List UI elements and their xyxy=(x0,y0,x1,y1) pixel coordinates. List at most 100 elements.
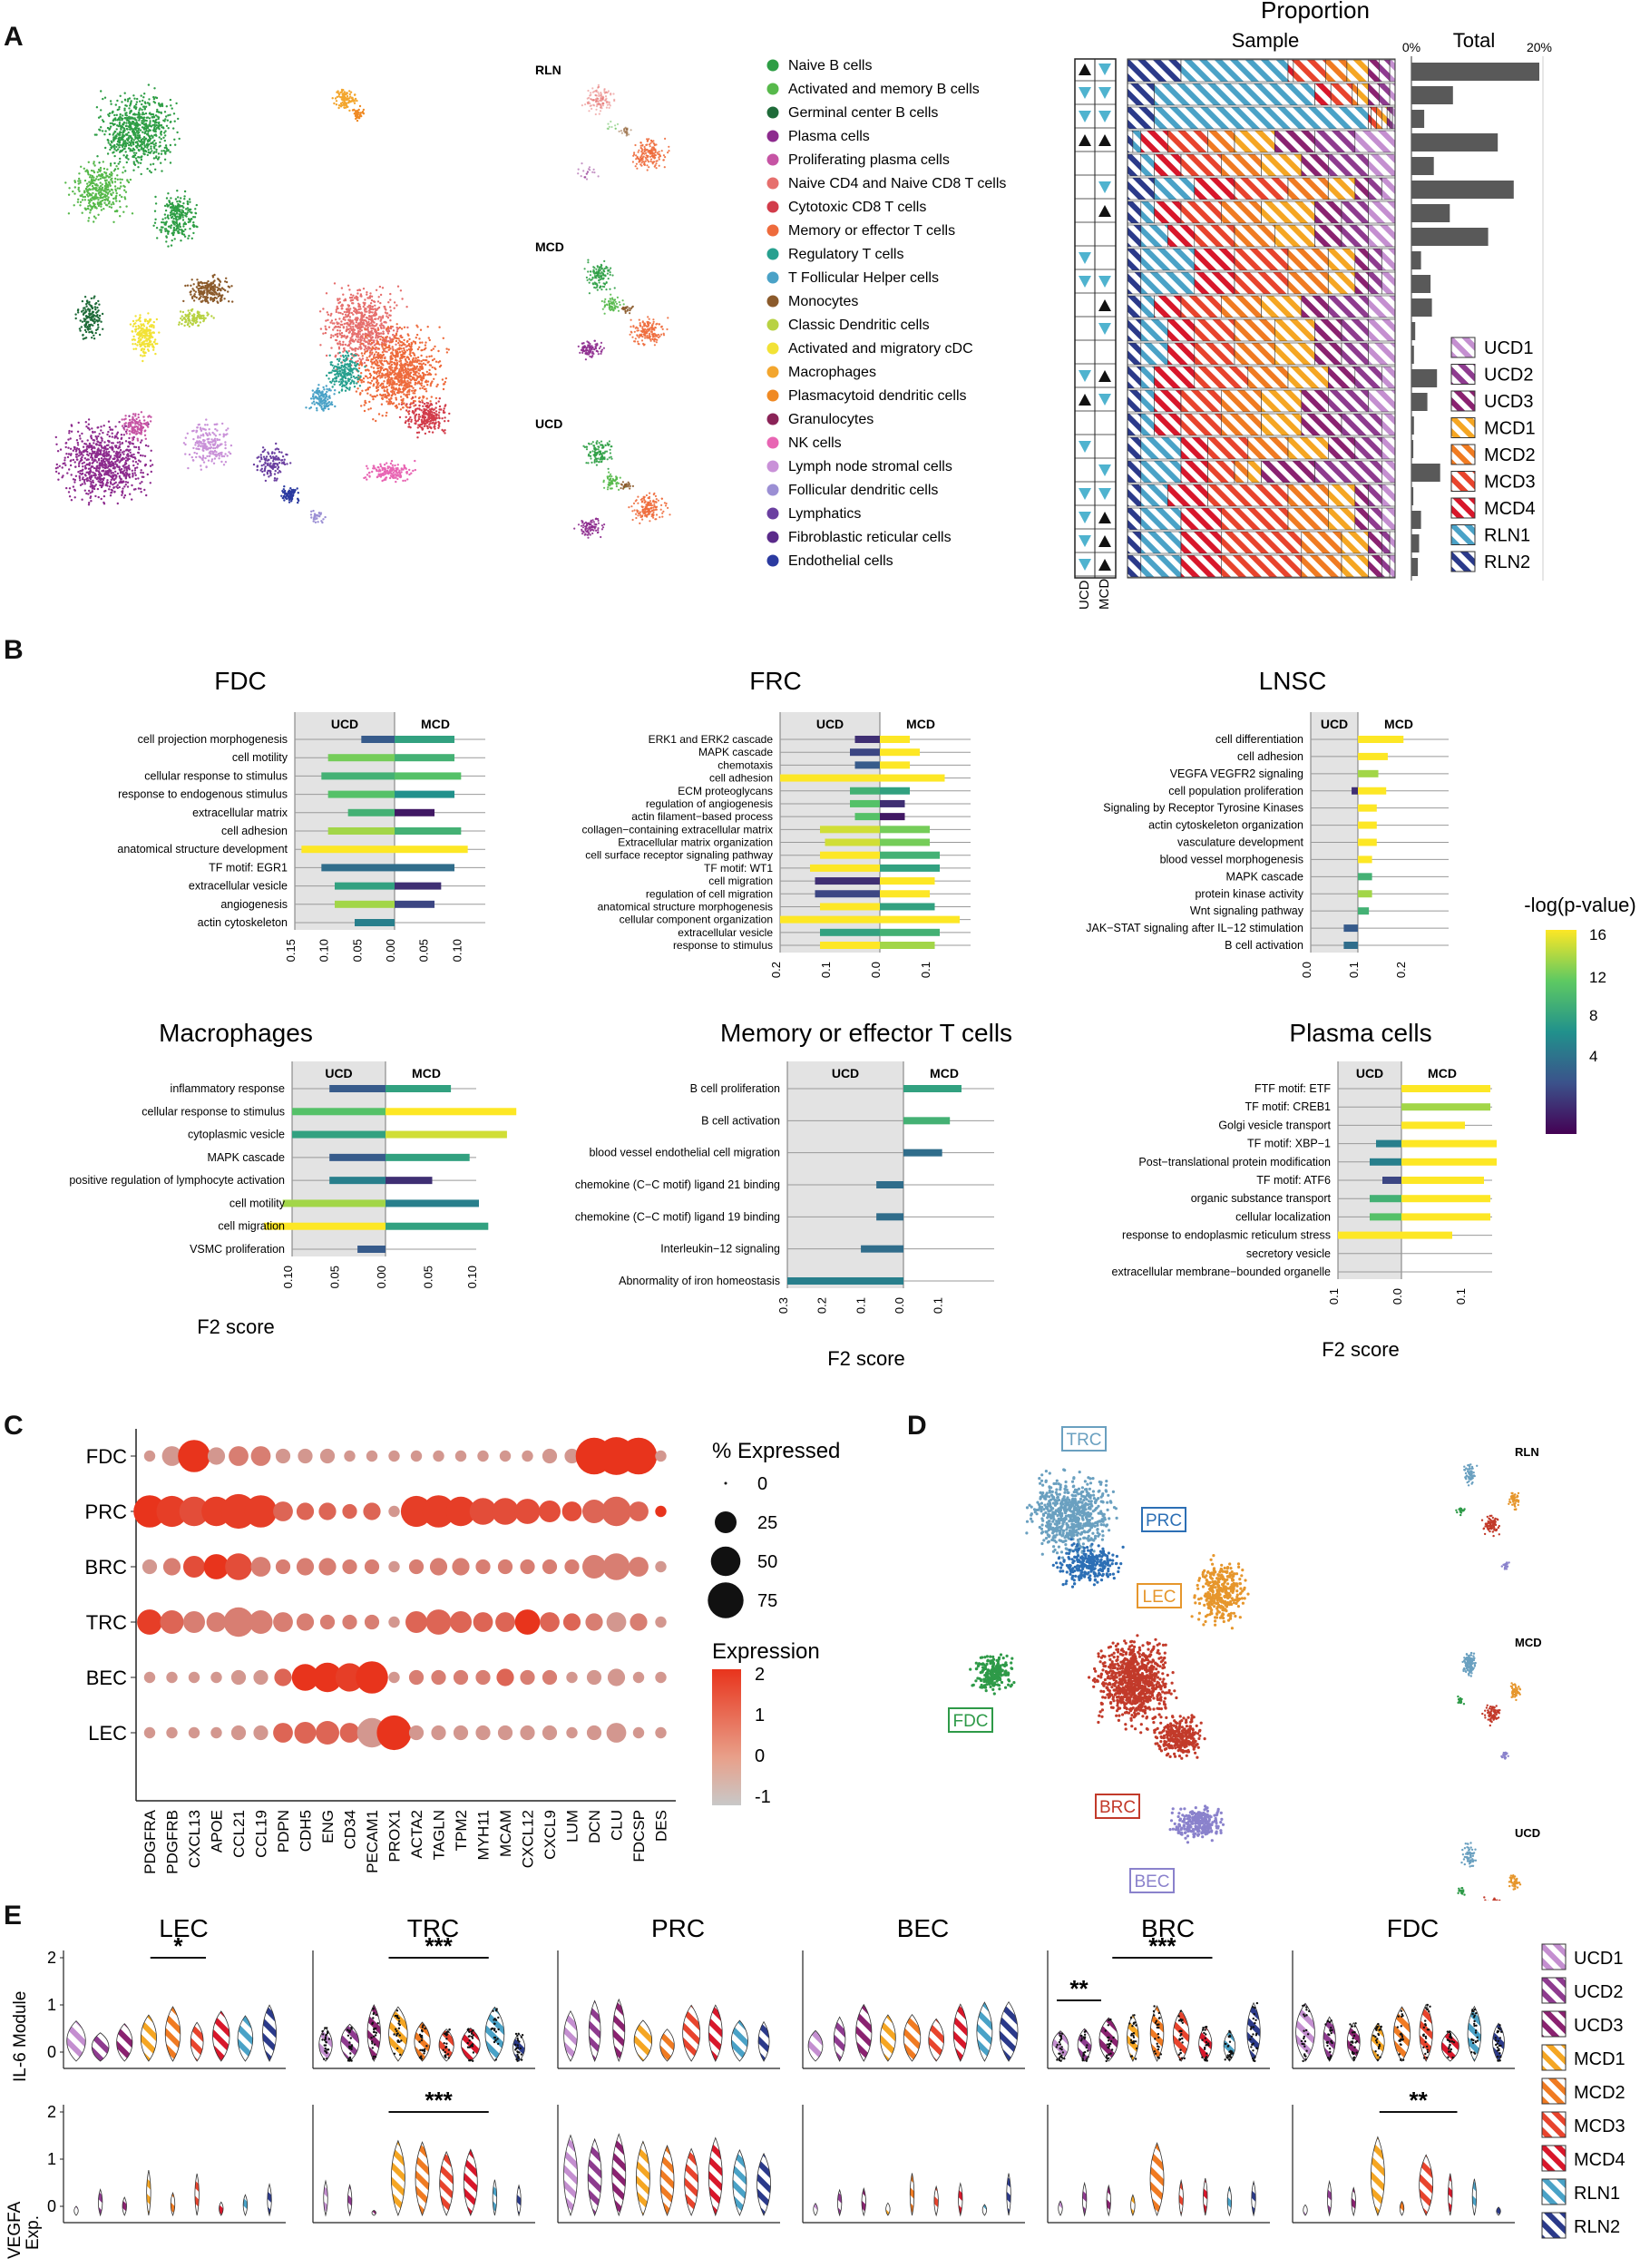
enrichment-plot-lnsc: LNSC UCD MCD cell differentiation cell adhes… xyxy=(1086,667,1449,978)
ucd-bar xyxy=(787,1277,903,1285)
proportion-segment xyxy=(1167,318,1196,342)
proportion-row xyxy=(1127,177,1396,200)
stromal-umap-label: RLN xyxy=(1515,1445,1539,1459)
sample-label: MCD3 xyxy=(1484,473,1536,493)
col-label-mcd: MCD xyxy=(1097,579,1112,610)
term-label: extracellular vesicle xyxy=(678,926,773,939)
pvalue-colorbar: -log(p-value) 16 12 8 4 xyxy=(1524,894,1636,1134)
proportion-segment xyxy=(1341,318,1369,342)
gene-label: PDPN xyxy=(275,1810,292,1853)
proportion-segment xyxy=(1154,413,1182,436)
sample-swatch xyxy=(1450,364,1476,385)
proportion-segment xyxy=(1354,484,1369,507)
axis-tick: 0.0 xyxy=(1300,962,1313,978)
dot xyxy=(253,1669,268,1686)
proportion-segment xyxy=(1261,460,1315,484)
colorbar-tick-12: 12 xyxy=(1589,969,1606,986)
term-label: cell adhesion xyxy=(709,772,773,785)
gene-label: APOE xyxy=(209,1810,226,1853)
gene-label: PROX1 xyxy=(386,1810,404,1862)
proportion-segment xyxy=(1328,153,1369,177)
colorbar-gradient xyxy=(1546,930,1577,1134)
proportion-segment xyxy=(1167,130,1208,153)
proportion-segment xyxy=(1354,248,1369,271)
proportion-segment xyxy=(1154,200,1182,224)
proportion-segment xyxy=(1287,59,1294,83)
violin-legend-swatch xyxy=(1541,2111,1567,2138)
ucd-bar xyxy=(850,787,880,795)
panel-c-label: C xyxy=(4,1411,24,1441)
dot xyxy=(166,1726,178,1739)
dot xyxy=(356,1661,388,1694)
ucd-bar xyxy=(1343,942,1358,949)
proportion-segment xyxy=(1328,484,1356,507)
cluster-label-lec: LEC xyxy=(1137,1583,1182,1608)
proportion-row xyxy=(1127,389,1396,413)
proportion-segment xyxy=(1194,366,1249,389)
ucd-bar xyxy=(820,903,880,911)
violin-legend-item: MCD4 xyxy=(1541,2145,1625,2172)
color-legend-title: Expression xyxy=(712,1639,820,1664)
dot xyxy=(210,1726,222,1739)
total-bar xyxy=(1411,487,1414,505)
sample-swatch xyxy=(1450,524,1476,545)
sample-label: MCD4 xyxy=(1484,499,1536,519)
violin xyxy=(1198,2025,1213,2062)
mcd-bar xyxy=(1401,1085,1490,1092)
row-label: BRC xyxy=(85,1556,128,1579)
xlabel: F2 score xyxy=(197,1315,275,1338)
proportion-segment xyxy=(1389,531,1396,554)
term-label: MAPK cascade xyxy=(208,1151,286,1164)
dot xyxy=(630,1613,648,1631)
violin xyxy=(1081,2181,1088,2217)
legend-item: T Follicular Helper cells xyxy=(766,270,939,286)
violin-legend-label: UCD2 xyxy=(1574,1982,1623,2002)
term-label: TF motif: WT1 xyxy=(704,862,773,875)
ucd-header: UCD xyxy=(832,1066,859,1080)
violin xyxy=(140,2014,157,2062)
cluster-points-brc xyxy=(1088,1634,1178,1735)
dot xyxy=(497,1559,513,1575)
dot xyxy=(452,1558,470,1576)
violin xyxy=(563,2010,578,2062)
subplot-title: Plasma cells xyxy=(1289,1019,1431,1047)
axis-tick: 0.10 xyxy=(317,939,331,962)
mcd-bar xyxy=(880,799,905,807)
total-bar xyxy=(1411,416,1414,435)
axis-tick: 0.15 xyxy=(284,939,298,962)
ucd-bar xyxy=(357,1246,386,1253)
dot xyxy=(335,1663,365,1692)
dot xyxy=(207,1447,226,1465)
legend-item: Cytotoxic CD8 T cells xyxy=(766,200,926,215)
dot xyxy=(249,1610,273,1634)
violin xyxy=(855,2003,873,2062)
term-label: JAK−STAT signaling after IL−12 stimulati… xyxy=(1086,922,1303,934)
size-legend-label: 25 xyxy=(757,1513,777,1533)
color-legend-label: -1 xyxy=(755,1787,771,1807)
proportion-segment xyxy=(1314,224,1342,248)
proportion-segment xyxy=(1368,83,1380,106)
violin-panel-bec: BEC xyxy=(802,1914,1025,2224)
violin xyxy=(813,2203,818,2216)
violin xyxy=(659,2028,675,2062)
mcd-header: MCD xyxy=(412,1066,441,1080)
legend-swatch xyxy=(766,413,779,425)
gene-label: ACTA2 xyxy=(408,1810,425,1859)
legend-swatch xyxy=(766,59,779,72)
colorbar-tick-4: 4 xyxy=(1589,1048,1597,1065)
proportion-segment xyxy=(1379,83,1391,106)
ucd-bar xyxy=(292,1108,386,1116)
term-label: actin filament−based process xyxy=(631,810,773,823)
mcd-bar xyxy=(880,813,905,821)
ucd-header: UCD xyxy=(1356,1066,1383,1080)
dot xyxy=(223,1607,254,1637)
cluster-name: LEC xyxy=(1143,1588,1176,1607)
violin xyxy=(1006,2173,1011,2216)
sample-label: Sample xyxy=(1232,29,1300,52)
enrichment-plot-fdc: FDC UCD MCD cell projection morphogenesis ce… xyxy=(117,667,485,962)
proportion-segment xyxy=(1127,507,1142,531)
dot xyxy=(364,1614,380,1630)
term-label: VSMC proliferation xyxy=(190,1243,285,1256)
proportion-segment xyxy=(1127,366,1142,389)
total-bar xyxy=(1411,369,1438,387)
